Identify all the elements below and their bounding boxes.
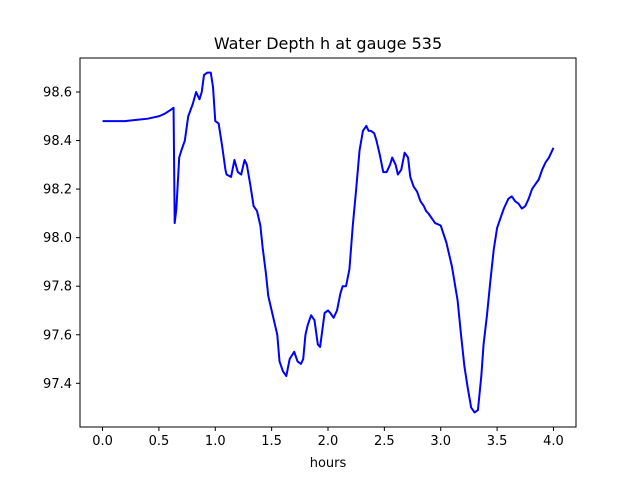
chart-title: Water Depth h at gauge 535 (214, 34, 442, 53)
y-tick-label: 98.4 (43, 134, 72, 149)
x-axis: 0.0 0.5 1.0 1.5 2.0 2.5 3.0 3.5 4.0 (92, 427, 564, 449)
y-tick-label: 98.6 (43, 85, 72, 100)
y-tick-label: 97.8 (43, 280, 72, 295)
y-axis: 97.4 97.6 97.8 98.0 98.2 98.4 98.6 (43, 85, 80, 392)
x-tick-label: 2.5 (374, 434, 395, 449)
x-tick-label: 0.5 (149, 434, 170, 449)
x-tick-label: 4.0 (543, 434, 564, 449)
plot-area (102, 71, 555, 414)
y-tick-label: 98.0 (43, 231, 72, 246)
x-tick-label: 2.0 (318, 434, 339, 449)
y-tick-label: 97.4 (43, 377, 72, 392)
x-tick-label: 1.5 (261, 434, 282, 449)
x-axis-label: hours (310, 456, 347, 471)
x-tick-label: 1.0 (205, 434, 226, 449)
x-tick-label: 3.0 (430, 434, 451, 449)
x-tick-label: 0.0 (92, 434, 113, 449)
series-line-1 (102, 71, 555, 414)
y-tick-label: 97.6 (43, 328, 72, 343)
y-tick-label: 98.2 (43, 183, 72, 198)
x-tick-label: 3.5 (487, 434, 508, 449)
